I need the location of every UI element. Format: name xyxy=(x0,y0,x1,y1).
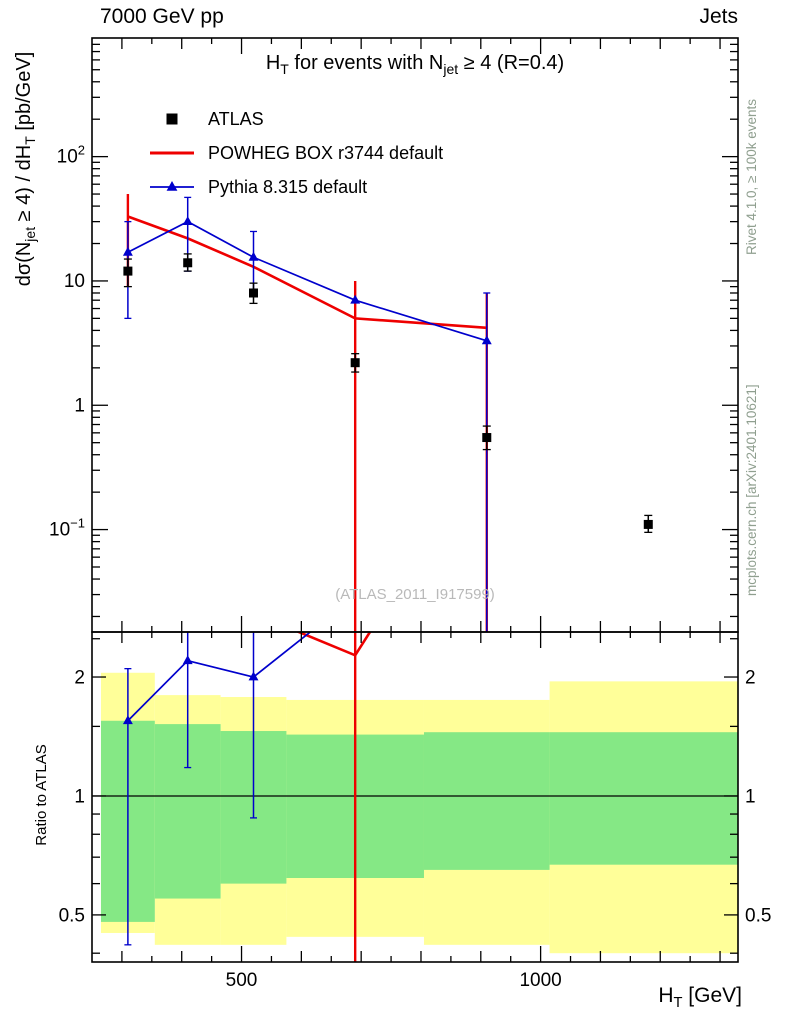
label-part: H xyxy=(265,52,281,74)
ratio-series xyxy=(122,632,372,962)
label-part: [pb/GeV] xyxy=(13,51,35,137)
series-powheg xyxy=(126,194,488,632)
legend-item-0: ATLAS xyxy=(148,102,443,136)
plot-title: HT for events with Njet ≥ 4 (R=0.4) xyxy=(92,52,738,77)
svg-text:1000: 1000 xyxy=(519,970,561,991)
label-part: T xyxy=(280,61,289,77)
y-axis-label-ratio: Ratio to ATLAS xyxy=(33,744,50,846)
label-part: for events with N xyxy=(288,52,444,74)
x-axis-label: HT [GeV] xyxy=(658,984,742,1011)
tick-labels: 500 1000 10−1 1 10 102 0.5 0.5 1 1 2 2 xyxy=(49,143,771,991)
svg-text:0.5: 0.5 xyxy=(59,905,85,926)
legend: ATLAS POWHEG BOX r3744 default Pythia 8.31… xyxy=(148,102,443,204)
legend-label: ATLAS xyxy=(208,108,264,129)
legend-marker-square-icon xyxy=(166,113,178,125)
label-part: ≥ 4) / dH xyxy=(13,144,35,227)
legend-marker-line-icon xyxy=(150,151,194,155)
mcplots-attribution-note: mcplots.cern.ch [arXiv:2401.10621] xyxy=(744,384,759,596)
legend-marker-triangle-line-icon xyxy=(150,181,194,191)
svg-text:10: 10 xyxy=(64,271,85,292)
svg-text:1: 1 xyxy=(745,786,756,807)
series-pythia-ratio xyxy=(122,632,312,946)
main-series xyxy=(122,194,653,632)
svg-text:2: 2 xyxy=(74,668,85,689)
uncertainty-bands xyxy=(100,672,738,954)
svg-text:102: 102 xyxy=(57,143,85,168)
label-part: T xyxy=(22,136,38,145)
ratio-panel-frame xyxy=(91,631,739,963)
rivet-version-note: Rivet 4.1.0, ≥ 100k events xyxy=(744,99,759,255)
svg-text:0.5: 0.5 xyxy=(745,905,771,926)
legend-label: Pythia 8.315 default xyxy=(208,176,368,197)
legend-label: POWHEG BOX r3744 default xyxy=(208,142,444,163)
svg-text:1: 1 xyxy=(74,786,85,807)
analysis-group-label: Jets xyxy=(699,5,738,28)
label-part: dσ(N xyxy=(13,241,35,287)
y-axis-label-main: dσ(Njet ≥ 4) / dHT [pb/GeV] xyxy=(13,29,39,309)
svg-text:1: 1 xyxy=(74,395,85,416)
legend-item-1: POWHEG BOX r3744 default xyxy=(148,136,443,170)
label-part: H xyxy=(658,984,674,1007)
svg-text:500: 500 xyxy=(226,970,258,991)
series-powheg-ratio xyxy=(295,632,372,962)
legend-item-2: Pythia 8.315 default xyxy=(148,170,443,204)
beam-energy-label: 7000 GeV pp xyxy=(100,5,224,28)
svg-text:10−1: 10−1 xyxy=(49,516,85,541)
svg-text:2: 2 xyxy=(745,668,756,689)
series-atlas xyxy=(123,253,653,533)
analysis-id-watermark: (ATLAS_2011_I917599) xyxy=(335,586,495,603)
label-part: jet xyxy=(443,61,459,77)
label-part: [GeV] xyxy=(682,984,742,1007)
label-part: jet xyxy=(22,226,38,242)
label-part: ≥ 4 (R=0.4) xyxy=(458,52,565,74)
label-part: T xyxy=(673,995,683,1012)
axis-ticks xyxy=(92,38,738,962)
